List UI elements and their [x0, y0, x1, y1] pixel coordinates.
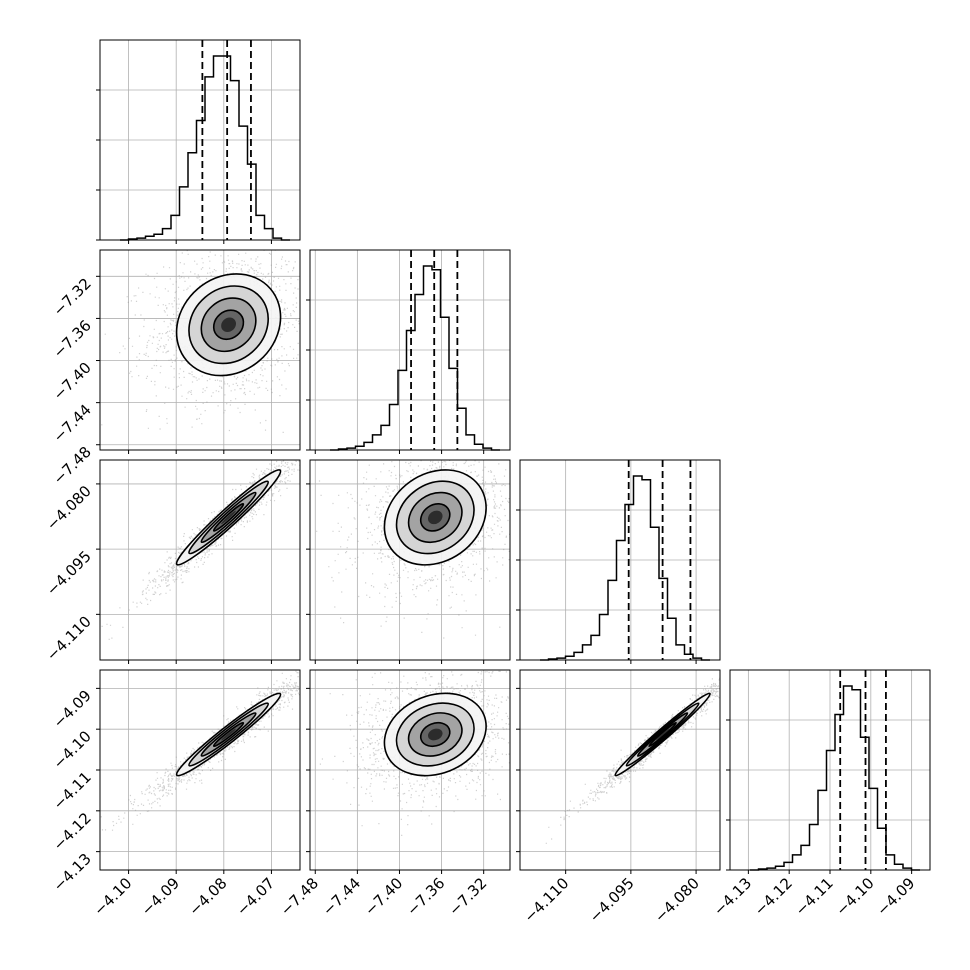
contour-3-2-1 — [383, 469, 487, 566]
y-tick-label-2-1: −7.48 — [50, 443, 95, 488]
density-level-4-1-5 — [221, 728, 237, 741]
density-panel-4-2 — [306, 669, 511, 874]
y-tick-label-4-4: −4.10 — [50, 727, 95, 772]
density-frame-3-1 — [99, 459, 301, 661]
y-tick-label-3-3: −4.110 — [43, 612, 95, 664]
x-tick-label-3-1: −4.080 — [651, 874, 703, 926]
histogram-1 — [120, 55, 290, 241]
contour-2-1-3 — [200, 297, 257, 353]
y-tick-label-3-1: −4.080 — [43, 482, 95, 534]
histogram-panel-3 — [516, 459, 721, 664]
y-tick-label-4-5: −4.09 — [50, 686, 95, 731]
density-frame-2-1 — [99, 249, 301, 451]
contour-4-3-1 — [614, 692, 711, 777]
contour-4-1-3 — [200, 712, 257, 757]
histogram-frame-1 — [99, 39, 301, 241]
x-tick-label-2-4: −7.36 — [403, 874, 448, 919]
density-frame-3-2 — [309, 459, 511, 661]
contour-2-1-1 — [175, 273, 282, 377]
density-level-3-2-5 — [427, 510, 443, 525]
x-tick-label-2-5: −7.32 — [445, 874, 490, 919]
density-panel-3-2 — [306, 459, 511, 664]
x-tick-label-2-3: −7.40 — [361, 874, 406, 919]
contour-4-3-4 — [648, 721, 677, 748]
density-level-3-1-5 — [221, 510, 236, 525]
histogram-frame-2 — [309, 249, 511, 451]
y-tick-label-2-5: −7.32 — [50, 274, 95, 319]
x-tick-label-3-2: −4.095 — [586, 874, 638, 926]
contour-4-3-3 — [636, 712, 689, 757]
contour-4-2-4 — [419, 721, 451, 748]
histogram-frame-4 — [729, 669, 931, 871]
contour-4-1-2 — [188, 702, 269, 767]
x-tick-label-4-3: −4.11 — [792, 874, 837, 919]
density-frame-4-3 — [519, 669, 721, 871]
histogram-panel-1 — [96, 39, 301, 244]
contour-3-1-2 — [188, 480, 269, 555]
contour-3-2-3 — [407, 491, 463, 544]
density-panel-4-1 — [96, 669, 301, 874]
contour-3-2-4 — [419, 503, 451, 532]
x-tick-label-3-3: −4.110 — [520, 874, 572, 926]
contour-3-2-2 — [395, 480, 475, 555]
histogram-3 — [540, 475, 710, 661]
density-level-4-3-5 — [655, 728, 670, 741]
histogram-4 — [750, 685, 920, 871]
density-frame-4-1 — [99, 669, 301, 871]
y-tick-label-2-4: −7.36 — [50, 317, 95, 362]
y-tick-label-4-1: −4.13 — [50, 850, 95, 895]
y-tick-label-4-2: −4.12 — [50, 809, 95, 854]
contour-3-1-1 — [175, 469, 282, 566]
contour-4-3-2 — [625, 702, 700, 767]
y-tick-label-2-2: −7.44 — [50, 401, 95, 446]
y-tick-label-2-3: −7.40 — [50, 359, 95, 404]
contour-4-2-3 — [407, 712, 463, 757]
contour-4-2-2 — [395, 702, 475, 767]
x-tick-label-2-1: −7.48 — [277, 874, 322, 919]
density-panel-4-3 — [516, 669, 721, 874]
contour-4-1-1 — [175, 692, 282, 777]
histogram-2 — [330, 265, 500, 451]
density-frame-4-2 — [309, 669, 511, 871]
x-tick-label-1-2: −4.09 — [138, 874, 183, 919]
contour-4-1-4 — [212, 721, 245, 748]
density-level-2-1-5 — [221, 317, 237, 333]
x-tick-label-4-5: −4.09 — [873, 874, 918, 919]
x-tick-label-4-2: −4.12 — [751, 874, 796, 919]
y-tick-label-4-3: −4.11 — [50, 768, 95, 813]
contour-3-1-3 — [200, 491, 257, 544]
y-tick-label-3-2: −4.095 — [43, 547, 95, 599]
density-panel-3-1 — [96, 459, 301, 664]
x-tick-label-2-2: −7.44 — [319, 874, 364, 919]
histogram-frame-3 — [519, 459, 721, 661]
histogram-panel-4 — [726, 669, 931, 874]
x-tick-label-1-1: −4.10 — [90, 874, 135, 919]
contour-4-2-1 — [383, 692, 487, 777]
density-panel-2-1 — [96, 249, 301, 454]
contour-2-1-4 — [212, 309, 245, 341]
x-tick-label-4-4: −4.10 — [832, 874, 877, 919]
x-tick-label-1-3: −4.08 — [185, 874, 230, 919]
x-tick-label-1-4: −4.07 — [233, 874, 278, 919]
contour-2-1-2 — [188, 285, 269, 365]
density-level-4-2-5 — [427, 728, 443, 741]
x-tick-label-4-1: −4.13 — [710, 874, 755, 919]
contour-3-1-4 — [212, 503, 245, 532]
histogram-panel-2 — [306, 249, 511, 454]
